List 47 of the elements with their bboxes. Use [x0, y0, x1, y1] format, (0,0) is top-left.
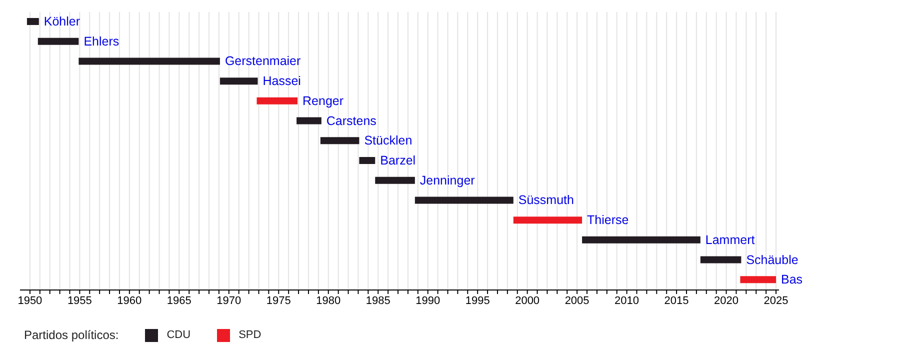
y-tick-label: Köhler: [44, 14, 80, 28]
legend-label: CDU: [166, 328, 191, 342]
bar: [38, 38, 79, 45]
y-tick-label: Bas: [781, 272, 803, 287]
x-tick-label: 1950: [18, 294, 42, 307]
x-tick-label: 1980: [316, 294, 341, 307]
x-tick-label: 2015: [664, 294, 689, 307]
bar: [700, 256, 742, 264]
y-tick-label: Jenninger: [420, 173, 475, 188]
bar: [359, 157, 376, 164]
x-tick-label: 1985: [366, 294, 390, 307]
x-tick-label: 2000: [515, 294, 540, 307]
x-tick-label: 1990: [416, 294, 440, 307]
bar: [375, 176, 415, 184]
x-tick-label: 2020: [714, 294, 739, 307]
y-tick-label: Hassei: [262, 74, 301, 88]
x-tick-label: 1995: [465, 294, 490, 307]
y-tick-label: Carstens: [326, 114, 376, 128]
y-tick-label: Lammert: [705, 232, 756, 247]
bar: [26, 18, 39, 25]
bar: [582, 236, 700, 244]
y-tick-label: Renger: [302, 94, 344, 108]
x-tick-label: 2005: [564, 294, 590, 307]
bar: [414, 196, 514, 204]
bar: [296, 117, 322, 124]
x-tick-label: 1970: [216, 294, 242, 307]
x-tick-label: 1960: [117, 294, 142, 307]
y-tick-label: Süssmuth: [518, 193, 574, 208]
bar: [740, 276, 776, 284]
y-tick-label: Gerstenmaier: [224, 54, 301, 68]
bar: [220, 78, 258, 85]
x-tick-label: 1975: [266, 294, 291, 307]
y-tick-label: Schäuble: [746, 252, 798, 267]
legend-title: Partidos políticos:: [24, 328, 119, 342]
x-tick-label: 1955: [67, 294, 92, 307]
y-tick-label: Thierse: [587, 213, 629, 228]
bar: [513, 216, 582, 224]
bar: [78, 58, 220, 65]
bar: [320, 137, 360, 144]
x-tick-label: 2010: [614, 294, 640, 307]
x-tick-label: 1965: [166, 294, 192, 307]
y-tick-label: Stücklen: [364, 134, 412, 148]
x-tick-label: 2025: [764, 294, 788, 307]
y-tick-label: Barzel: [380, 154, 416, 168]
y-tick-label: Ehlers: [84, 34, 120, 48]
bar: [256, 97, 298, 104]
legend-label: SPD: [238, 328, 262, 342]
